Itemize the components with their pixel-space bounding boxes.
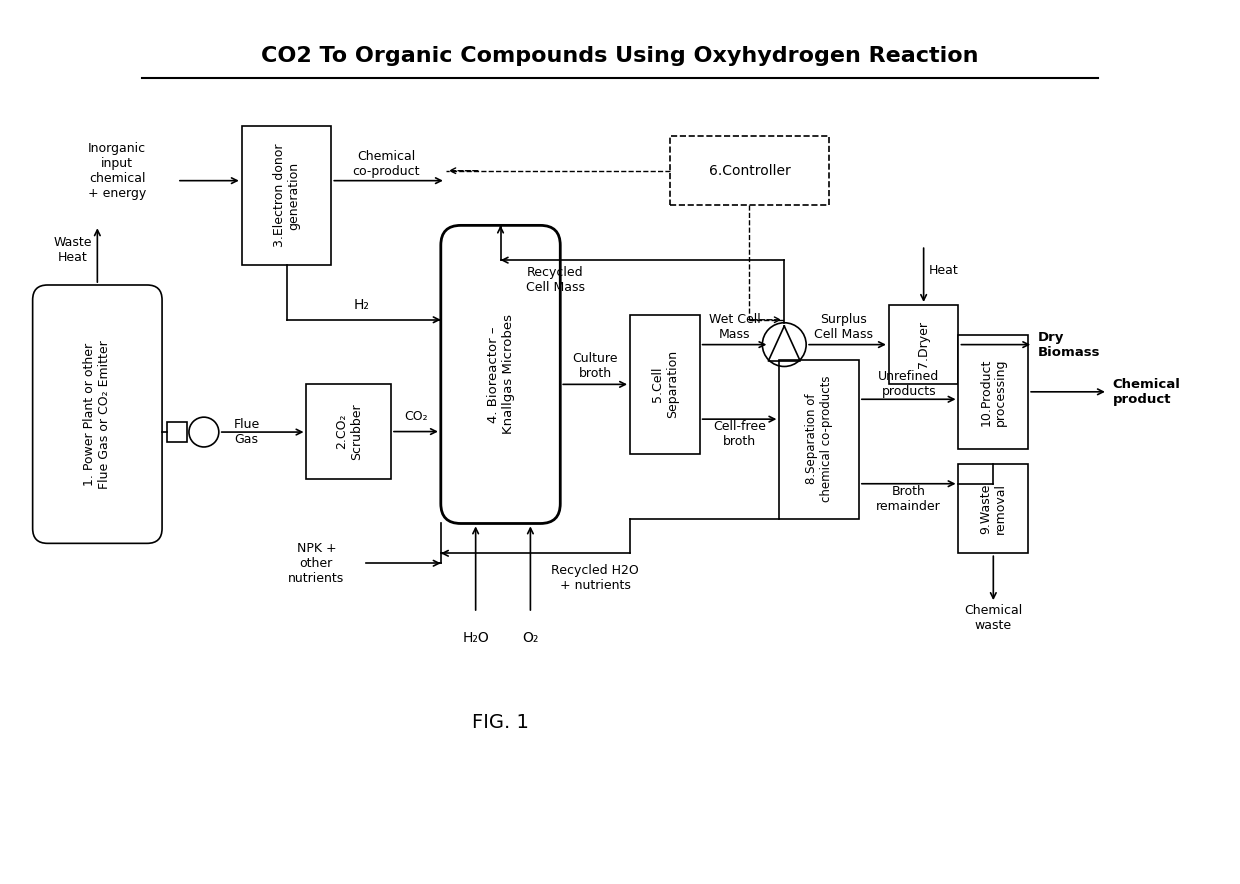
- Text: 3.Electron donor
generation: 3.Electron donor generation: [273, 144, 300, 248]
- FancyBboxPatch shape: [440, 225, 560, 523]
- FancyBboxPatch shape: [779, 360, 859, 519]
- Text: O₂: O₂: [522, 631, 538, 644]
- Text: 1. Power Plant or other
Flue Gas or CO₂ Emitter: 1. Power Plant or other Flue Gas or CO₂ …: [83, 339, 112, 489]
- Text: 2.CO₂
Scrubber: 2.CO₂ Scrubber: [335, 403, 363, 460]
- Text: Wet Cell
Mass: Wet Cell Mass: [708, 313, 760, 340]
- FancyBboxPatch shape: [959, 335, 1028, 449]
- Text: Surplus
Cell Mass: Surplus Cell Mass: [815, 313, 873, 340]
- Text: H₂O: H₂O: [463, 631, 489, 644]
- Text: H₂: H₂: [353, 298, 370, 312]
- Text: Flue
Gas: Flue Gas: [233, 418, 260, 446]
- Text: Chemical
waste: Chemical waste: [965, 604, 1023, 632]
- FancyBboxPatch shape: [889, 305, 959, 385]
- Text: NPK +
other
nutrients: NPK + other nutrients: [288, 542, 345, 584]
- Text: 8.Separation of
chemical co-products: 8.Separation of chemical co-products: [805, 376, 833, 502]
- FancyBboxPatch shape: [959, 464, 1028, 553]
- Text: Chemical
co-product: Chemical co-product: [352, 149, 420, 178]
- Text: Waste
Heat: Waste Heat: [53, 236, 92, 264]
- Text: 4. Bioreactor –
Knallgas Microbes: 4. Bioreactor – Knallgas Microbes: [486, 315, 515, 434]
- FancyBboxPatch shape: [306, 385, 391, 479]
- Text: Recycled
Cell Mass: Recycled Cell Mass: [526, 266, 585, 294]
- Text: FIG. 1: FIG. 1: [472, 713, 529, 732]
- Text: Recycled H2O
+ nutrients: Recycled H2O + nutrients: [552, 564, 639, 592]
- Text: 5.Cell
Separation: 5.Cell Separation: [651, 350, 678, 418]
- Text: 9.Waste
removal: 9.Waste removal: [980, 483, 1007, 534]
- Text: Heat: Heat: [929, 263, 959, 277]
- Text: Unrefined
products: Unrefined products: [878, 370, 940, 399]
- Text: 7.Dryer: 7.Dryer: [918, 321, 930, 368]
- Text: Inorganic
input
chemical
+ energy: Inorganic input chemical + energy: [88, 141, 146, 200]
- Text: 10.Product
processing: 10.Product processing: [980, 358, 1007, 425]
- FancyBboxPatch shape: [167, 423, 187, 442]
- FancyBboxPatch shape: [32, 285, 162, 544]
- FancyBboxPatch shape: [670, 136, 830, 205]
- Text: Broth
remainder: Broth remainder: [877, 484, 941, 513]
- Text: Cell-free
broth: Cell-free broth: [713, 420, 766, 448]
- Text: CO2 To Organic Compounds Using Oxyhydrogen Reaction: CO2 To Organic Compounds Using Oxyhydrog…: [262, 47, 978, 66]
- Text: Chemical
product: Chemical product: [1112, 377, 1180, 406]
- FancyBboxPatch shape: [242, 126, 331, 265]
- Text: 6.Controller: 6.Controller: [708, 164, 790, 178]
- Text: Culture
broth: Culture broth: [573, 353, 618, 380]
- Text: CO₂: CO₂: [404, 409, 428, 423]
- Text: Dry
Biomass: Dry Biomass: [1038, 331, 1101, 359]
- FancyBboxPatch shape: [630, 315, 699, 453]
